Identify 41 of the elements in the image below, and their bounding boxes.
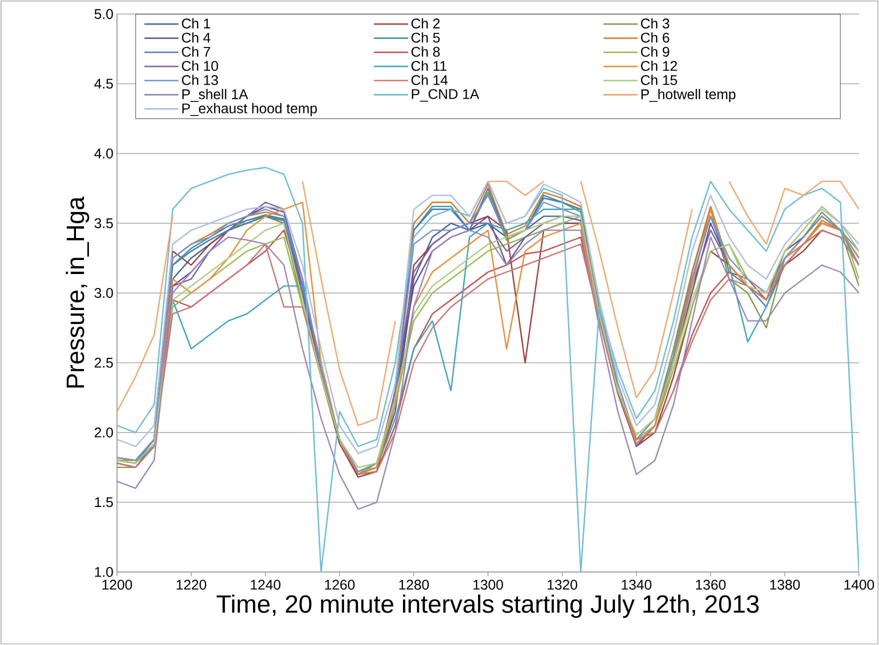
y-tick-label: 3.5: [94, 218, 113, 228]
legend-label: Ch 12: [641, 60, 677, 71]
y-tick-label: 2.0: [94, 428, 113, 438]
x-tick-label: 1360: [696, 580, 726, 590]
legend-label: Ch 11: [411, 60, 446, 71]
legend-label: Ch 8: [411, 46, 440, 57]
x-tick-label: 1280: [399, 580, 429, 590]
legend-label: Ch 5: [411, 32, 440, 43]
legend-label: Ch 3: [641, 18, 670, 28]
legend-label: Ch 6: [641, 32, 670, 43]
y-tick-label: 4.0: [94, 148, 113, 158]
x-tick-label: 1260: [325, 580, 355, 590]
y-tick-label: 3.0: [94, 288, 113, 298]
x-tick-label: 1220: [176, 580, 206, 590]
y-axis-title: Pressure, in_Hga: [66, 196, 90, 388]
x-axis-title: Time, 20 minute intervals starting July 12th, 2013: [216, 594, 759, 618]
x-tick-label: 1300: [473, 580, 504, 590]
legend-label: Ch 7: [182, 46, 210, 57]
legend-label: Ch 15: [641, 74, 678, 86]
legend-label: Ch 4: [182, 32, 210, 43]
legend-label: P_CND 1A: [412, 89, 480, 102]
x-tick-label: 1320: [548, 580, 578, 590]
x-tick-label: 1200: [102, 580, 132, 590]
y-tick-label: 4.5: [94, 78, 113, 89]
x-tick-label: 1340: [622, 580, 652, 590]
legend-label: P_exhaust hood temp: [182, 103, 317, 116]
y-tick-label: 1.5: [95, 497, 113, 508]
x-tick-label: 1380: [770, 580, 800, 590]
legend-label: Ch 13: [182, 74, 218, 86]
legend-label: P_hotwell temp: [641, 88, 736, 102]
x-tick-label: 1400: [844, 580, 874, 590]
legend-label: Ch 2: [411, 18, 440, 28]
y-tick-label: 1.0: [95, 567, 113, 577]
legend-label: Ch 9: [641, 46, 670, 57]
legend-label: Ch 1: [182, 18, 210, 28]
legend-label: Ch 14: [411, 74, 448, 86]
x-tick-label: 1240: [250, 580, 280, 590]
legend-label: P_shell 1A: [182, 88, 248, 102]
y-tick-label: 5.0: [94, 9, 113, 19]
y-tick-label: 2.5: [94, 358, 113, 368]
legend-label: Ch 10: [182, 60, 218, 71]
